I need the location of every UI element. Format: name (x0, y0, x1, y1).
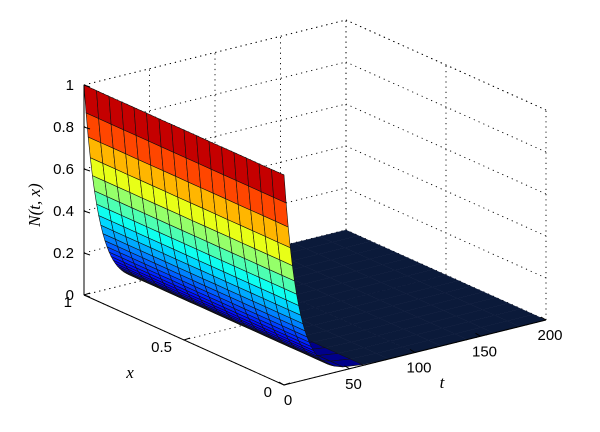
z-tick-mark (83, 294, 91, 298)
z-tick-mark (83, 210, 91, 214)
x-tick-label: 0 (264, 384, 272, 401)
x-tick-label: 0.5 (151, 339, 172, 356)
side-wall-grid-line (345, 145, 547, 237)
t-tick-label: 50 (345, 376, 362, 393)
x-tick-label: 1 (64, 294, 72, 311)
t-tick-label: 100 (406, 360, 431, 377)
z-tick-label: 0.2 (53, 245, 74, 262)
t-tick-mark (344, 365, 350, 370)
t-tick-mark (409, 349, 416, 353)
x-axis-label: x (125, 363, 134, 382)
z-tick-mark (83, 252, 91, 256)
x-tick-mark (183, 337, 191, 341)
side-wall-grid-line (345, 187, 547, 279)
t-tick-mark (475, 332, 481, 337)
surface-patch (271, 168, 287, 204)
box-edge-line (345, 19, 547, 111)
z-tick-label: 1 (66, 77, 74, 94)
z-axis-label: N(t, x) (25, 183, 44, 228)
side-wall-grid-line (345, 103, 547, 195)
t-tick-label: 0 (284, 392, 292, 409)
z-tick-label: 0.4 (53, 203, 74, 220)
z-tick-mark (83, 168, 91, 172)
z-tick-label: 0.8 (53, 119, 74, 136)
z-tick-label: 0 (66, 287, 74, 304)
x-tick-mark (283, 382, 291, 386)
side-wall-grid-line (345, 61, 547, 153)
axis-layer (83, 84, 547, 386)
z-tick-label: 0.6 (53, 161, 74, 178)
z-tick-mark (83, 126, 91, 130)
t-tick-mark (278, 381, 285, 386)
x-tick-mark (83, 292, 91, 296)
t-tick-mark (540, 316, 547, 321)
t-axis-label: t (440, 373, 446, 392)
surface-layer (83, 84, 547, 368)
t-tick-label: 150 (472, 343, 497, 360)
z-tick-mark (83, 84, 91, 88)
t-tick-label: 200 (537, 327, 562, 344)
